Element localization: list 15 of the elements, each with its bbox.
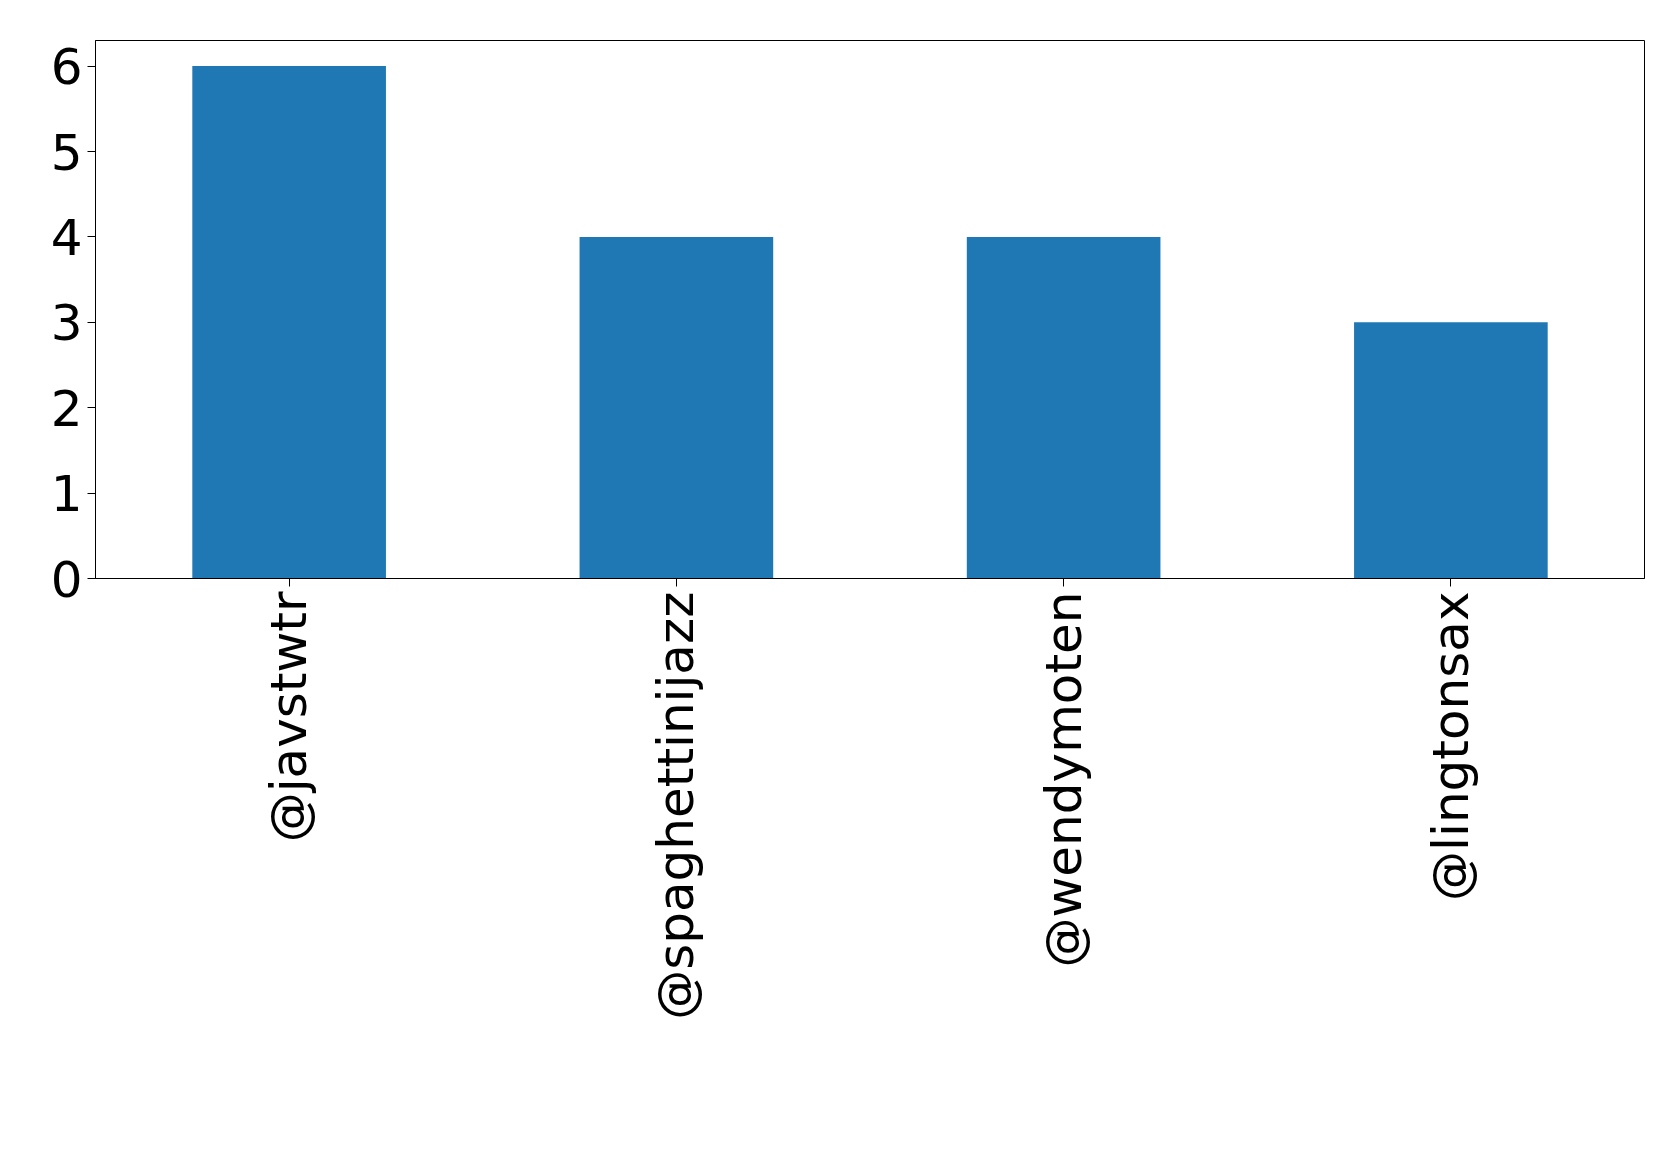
y-tick-label: 0 bbox=[50, 550, 83, 609]
bar bbox=[579, 236, 774, 579]
y-tick-label: 5 bbox=[50, 123, 83, 182]
bar bbox=[966, 236, 1161, 579]
y-tick-label: 1 bbox=[50, 465, 83, 524]
x-tick-label: @lingtonsax bbox=[1421, 591, 1480, 901]
bar bbox=[1354, 322, 1548, 579]
x-tick-label: @spaghettinijazz bbox=[647, 591, 706, 1020]
bar bbox=[192, 66, 386, 579]
y-tick-label: 4 bbox=[50, 208, 83, 267]
y-tick-label: 6 bbox=[50, 38, 83, 97]
x-tick-label: @javstwtr bbox=[260, 591, 319, 843]
y-tick-label: 2 bbox=[50, 379, 83, 438]
x-tick-label: @wendymoten bbox=[1034, 591, 1093, 968]
y-tick-label: 3 bbox=[50, 294, 83, 353]
